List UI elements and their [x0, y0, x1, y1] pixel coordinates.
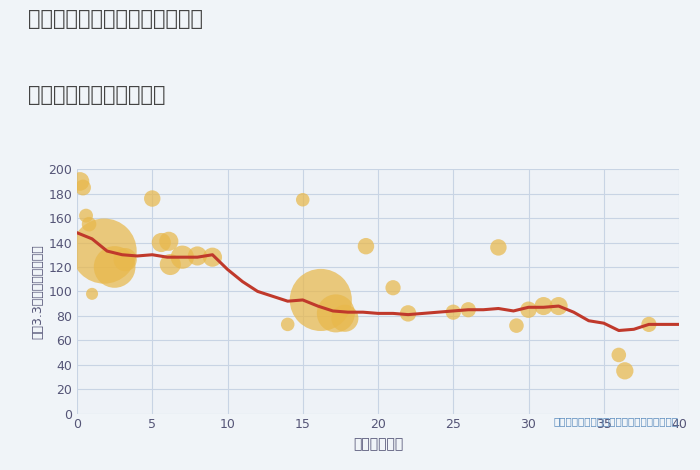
- Point: [553, 302, 564, 310]
- Point: [192, 252, 203, 260]
- Point: [297, 196, 308, 204]
- Point: [511, 322, 522, 329]
- Point: [523, 306, 534, 313]
- Point: [207, 253, 218, 261]
- Point: [109, 263, 120, 271]
- Point: [388, 284, 399, 291]
- Point: [643, 321, 655, 328]
- Point: [120, 256, 131, 263]
- Point: [613, 351, 624, 359]
- X-axis label: 築年数（年）: 築年数（年）: [353, 437, 403, 451]
- Point: [493, 243, 504, 251]
- Point: [340, 314, 351, 322]
- Point: [402, 310, 414, 317]
- Point: [282, 321, 293, 328]
- Point: [538, 302, 549, 310]
- Point: [330, 310, 342, 317]
- Point: [78, 184, 89, 191]
- Point: [463, 306, 474, 313]
- Text: 愛知県名古屋市瑞穂区石田町の: 愛知県名古屋市瑞穂区石田町の: [28, 9, 203, 30]
- Point: [87, 290, 98, 298]
- Point: [315, 296, 326, 304]
- Point: [448, 308, 459, 316]
- Point: [80, 212, 92, 219]
- Point: [83, 220, 94, 228]
- Y-axis label: 坪（3.3㎡）単価（万円）: 坪（3.3㎡）単価（万円）: [31, 244, 44, 339]
- Point: [163, 237, 174, 245]
- Point: [99, 247, 110, 255]
- Point: [360, 243, 372, 250]
- Point: [155, 239, 167, 246]
- Point: [147, 195, 158, 202]
- Point: [74, 178, 85, 185]
- Point: [164, 261, 176, 268]
- Point: [620, 367, 631, 375]
- Text: 築年数別中古戸建て価格: 築年数別中古戸建て価格: [28, 85, 165, 105]
- Text: 円の大きさは、取引のあった物件面積を示す: 円の大きさは、取引のあった物件面積を示す: [554, 416, 679, 426]
- Point: [176, 253, 188, 261]
